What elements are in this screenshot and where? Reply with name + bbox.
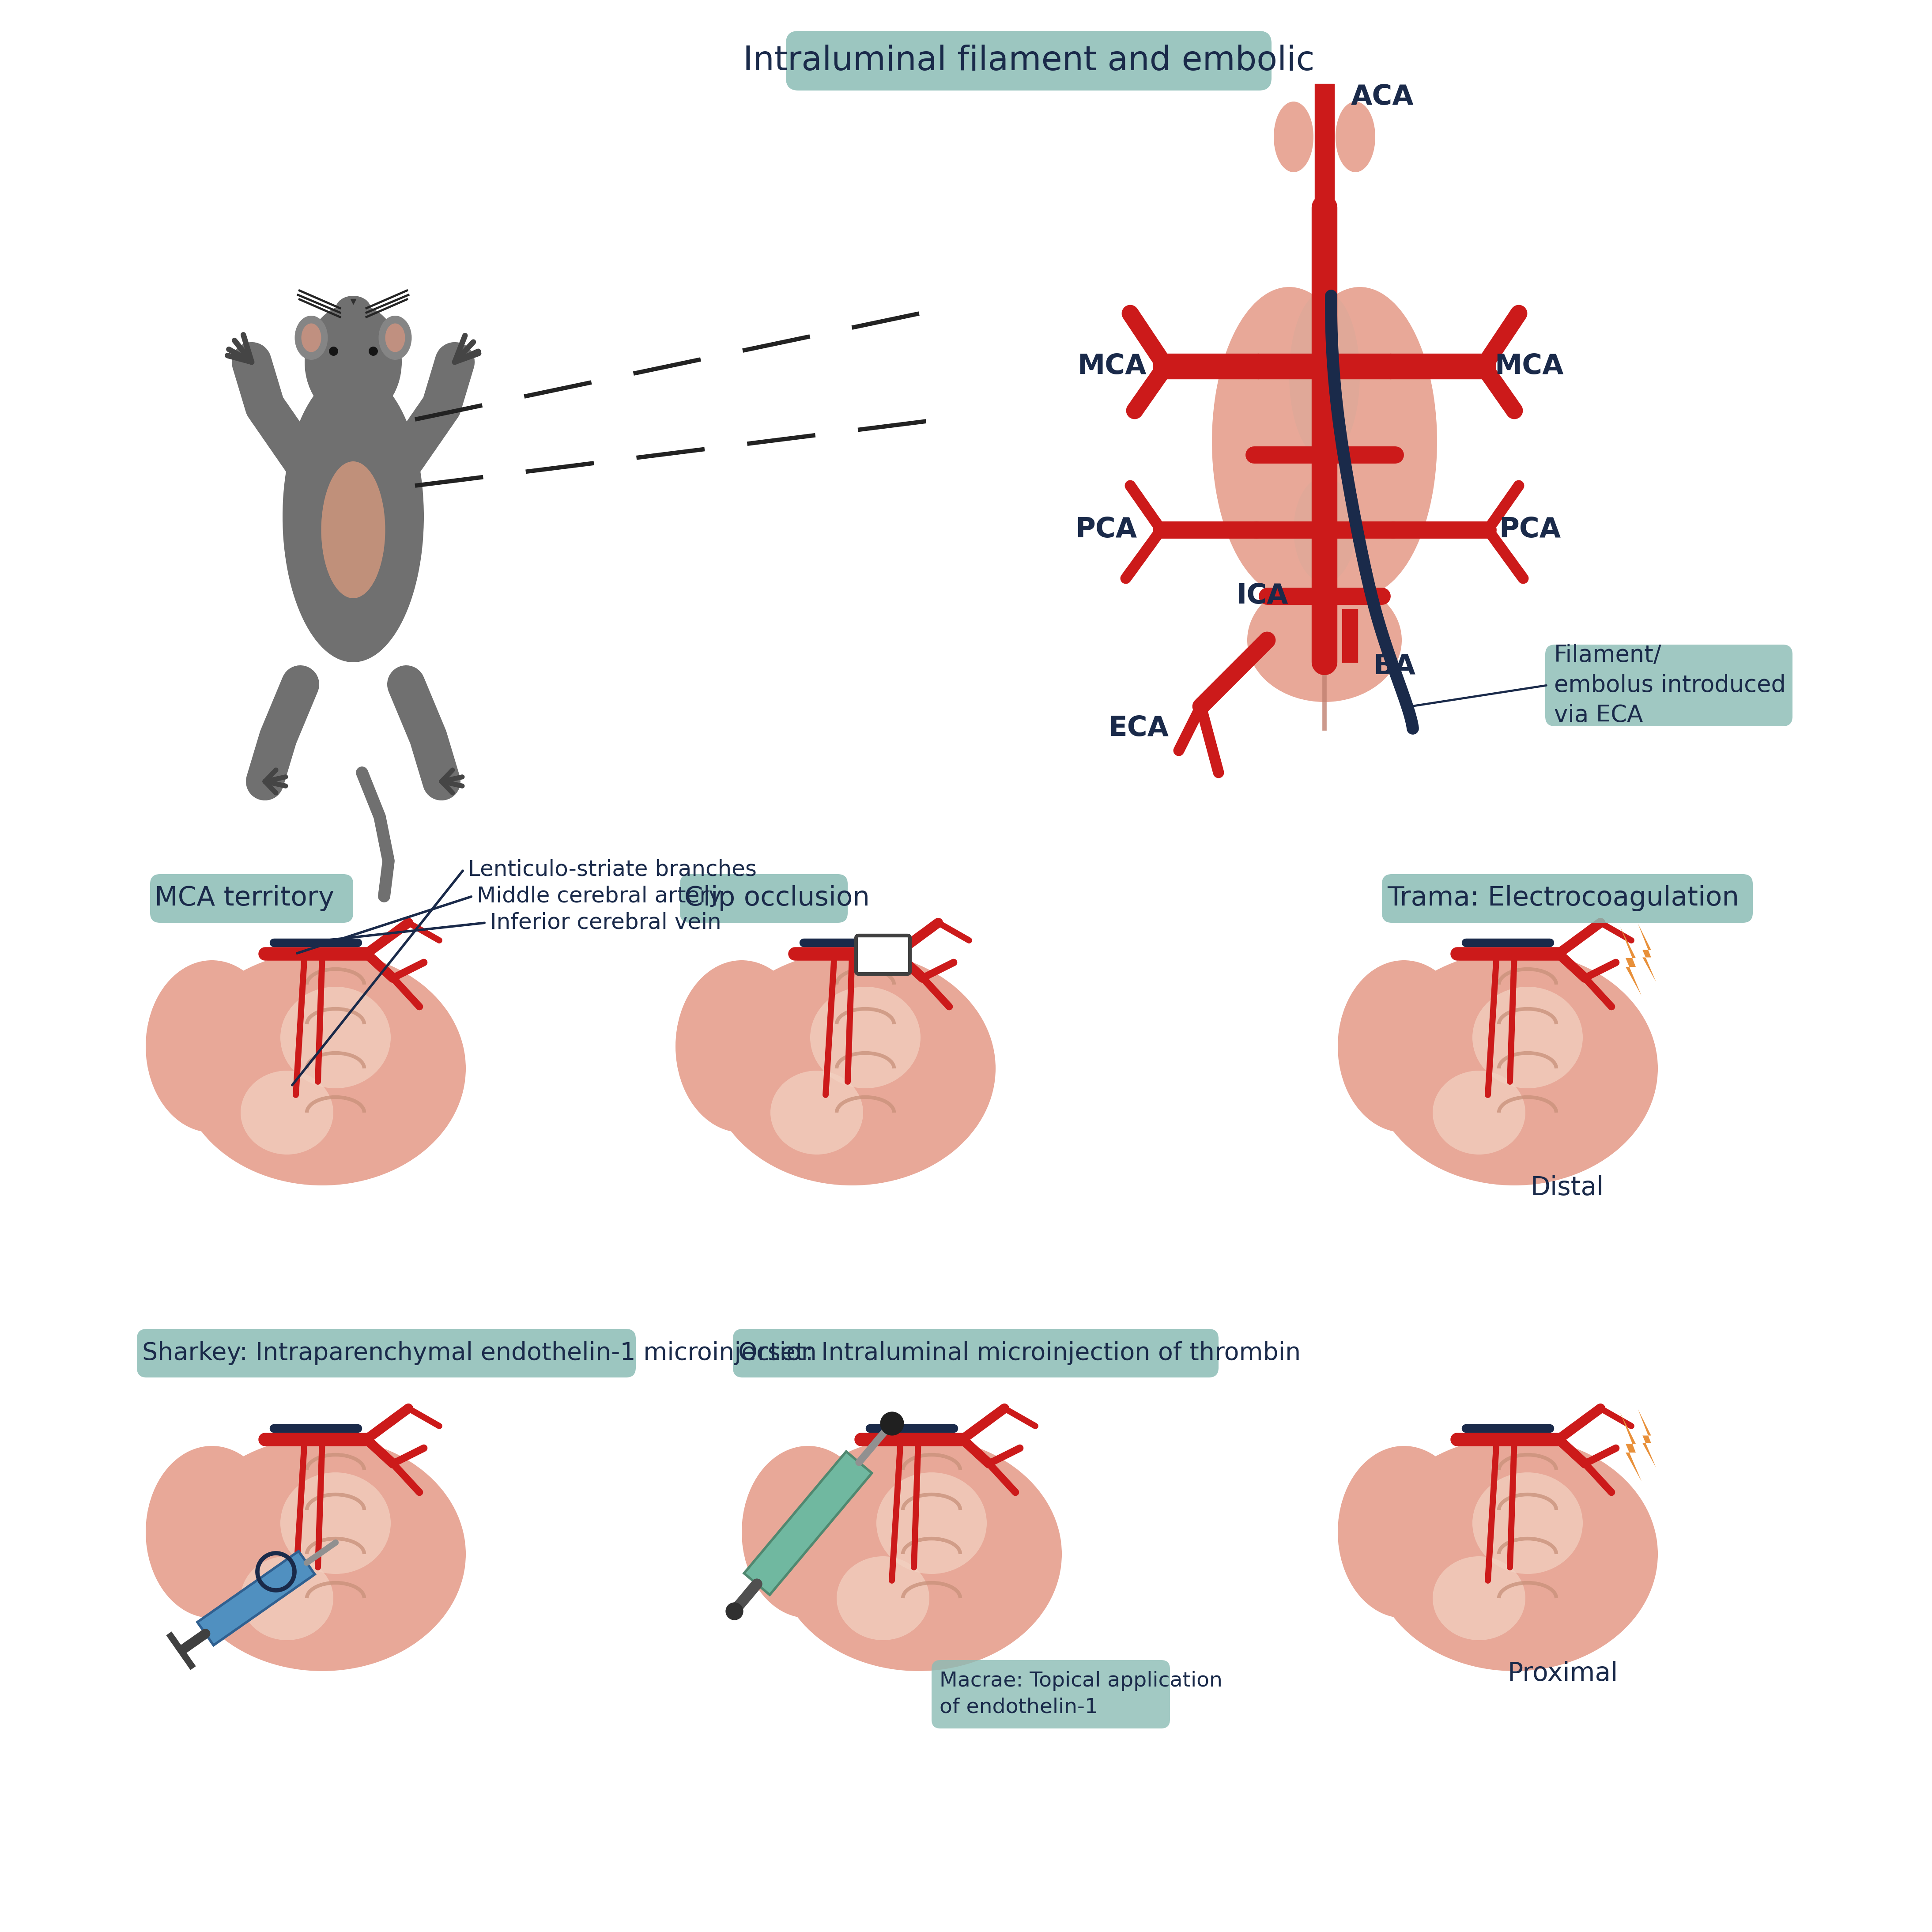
Polygon shape <box>744 1451 871 1594</box>
Ellipse shape <box>1337 960 1470 1132</box>
Polygon shape <box>1638 1408 1656 1468</box>
Ellipse shape <box>775 1437 1063 1671</box>
Text: PCA: PCA <box>1499 516 1561 543</box>
Ellipse shape <box>1337 1445 1470 1619</box>
Text: ECA: ECA <box>1109 715 1169 742</box>
Text: Middle cerebral artery: Middle cerebral artery <box>477 885 723 906</box>
Text: PCA: PCA <box>1074 516 1136 543</box>
Ellipse shape <box>180 1437 466 1671</box>
Ellipse shape <box>145 1445 278 1619</box>
Ellipse shape <box>305 303 402 421</box>
Ellipse shape <box>280 987 390 1088</box>
FancyBboxPatch shape <box>680 873 848 923</box>
FancyBboxPatch shape <box>1381 873 1752 923</box>
Ellipse shape <box>280 1472 390 1575</box>
Ellipse shape <box>242 1557 334 1640</box>
Ellipse shape <box>1434 1557 1526 1640</box>
Ellipse shape <box>180 951 466 1186</box>
FancyBboxPatch shape <box>786 31 1271 91</box>
Polygon shape <box>197 1551 315 1646</box>
Ellipse shape <box>877 1472 987 1575</box>
Ellipse shape <box>145 960 278 1132</box>
Ellipse shape <box>296 315 328 359</box>
Text: ACA: ACA <box>1350 83 1414 110</box>
Ellipse shape <box>1273 102 1314 172</box>
Text: Inferior cerebral vein: Inferior cerebral vein <box>491 912 721 933</box>
Ellipse shape <box>1372 951 1658 1186</box>
Text: MCA territory: MCA territory <box>155 885 334 912</box>
FancyBboxPatch shape <box>732 1329 1219 1378</box>
Ellipse shape <box>742 1445 873 1619</box>
Ellipse shape <box>837 1557 929 1640</box>
Ellipse shape <box>1211 288 1366 597</box>
Text: MCA: MCA <box>1495 354 1563 381</box>
Text: Trama: Electrocoagulation: Trama: Electrocoagulation <box>1387 885 1739 912</box>
Ellipse shape <box>676 960 808 1132</box>
Text: Intraluminal filament and embolic: Intraluminal filament and embolic <box>744 44 1314 77</box>
Ellipse shape <box>1294 477 1356 583</box>
Ellipse shape <box>301 323 321 352</box>
Text: MCA: MCA <box>1078 354 1146 381</box>
Polygon shape <box>166 1631 195 1669</box>
Polygon shape <box>1621 1412 1642 1482</box>
Ellipse shape <box>1434 1070 1526 1155</box>
Text: Distal: Distal <box>1530 1175 1604 1200</box>
FancyBboxPatch shape <box>1546 645 1793 726</box>
Ellipse shape <box>321 462 384 599</box>
Polygon shape <box>1621 927 1642 995</box>
Ellipse shape <box>1283 288 1437 597</box>
FancyBboxPatch shape <box>931 1660 1171 1729</box>
FancyBboxPatch shape <box>137 1329 636 1378</box>
Ellipse shape <box>771 1070 864 1155</box>
Ellipse shape <box>1472 1472 1582 1575</box>
Ellipse shape <box>336 296 371 323</box>
FancyBboxPatch shape <box>856 935 910 974</box>
Ellipse shape <box>379 315 412 359</box>
Ellipse shape <box>1472 987 1582 1088</box>
Text: Sharkey: Intraparenchymal endothelin-1 microinjection: Sharkey: Intraparenchymal endothelin-1 m… <box>143 1341 817 1366</box>
Ellipse shape <box>282 371 423 663</box>
Ellipse shape <box>810 987 920 1088</box>
Text: Macrae: Topical application
of endothelin-1: Macrae: Topical application of endotheli… <box>939 1671 1223 1718</box>
Ellipse shape <box>1335 102 1376 172</box>
Polygon shape <box>1638 923 1656 981</box>
Ellipse shape <box>709 951 995 1186</box>
Text: Orset: Intraluminal microinjection of thrombin: Orset: Intraluminal microinjection of th… <box>738 1341 1300 1366</box>
Text: Lenticulo-striate branches: Lenticulo-striate branches <box>468 860 757 881</box>
Text: BA: BA <box>1374 653 1416 680</box>
FancyBboxPatch shape <box>151 873 354 923</box>
Ellipse shape <box>1372 1437 1658 1671</box>
Ellipse shape <box>1248 578 1403 701</box>
Ellipse shape <box>384 323 406 352</box>
Text: ICA: ICA <box>1236 583 1289 609</box>
Text: Proximal: Proximal <box>1507 1662 1619 1687</box>
Text: Filament/
embolus introduced
via ECA: Filament/ embolus introduced via ECA <box>1553 643 1785 726</box>
Text: Clip occlusion: Clip occlusion <box>684 885 869 912</box>
Ellipse shape <box>1289 292 1360 460</box>
Ellipse shape <box>242 1070 334 1155</box>
